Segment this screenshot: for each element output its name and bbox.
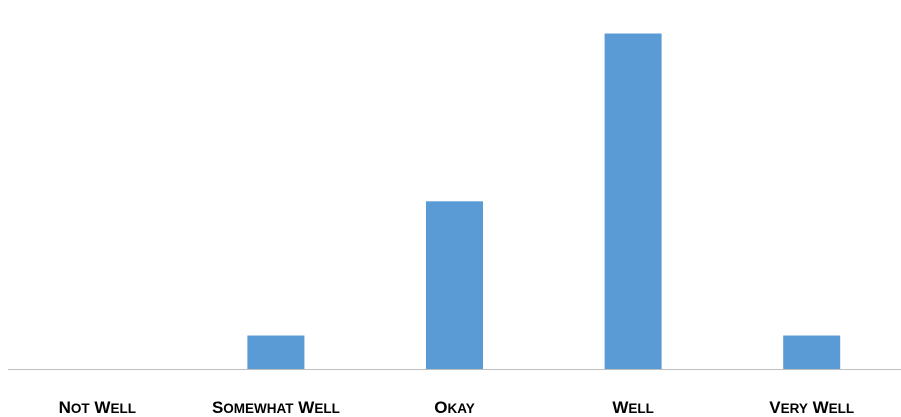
x-tick-label: OKAY [434,398,475,417]
bar-somewhat-well [247,335,305,369]
x-tick-label: NOT WELL [59,398,136,417]
bar-well [604,33,662,369]
x-tick-label: SOMEWHAT WELL [212,398,340,417]
bar-okay [426,201,483,369]
x-tick-label: VERY WELL [769,398,854,417]
bar-very-well [783,335,841,369]
bars-group [247,33,841,369]
x-tick-label: WELL [612,398,654,417]
x-tick-labels: NOT WELL SOMEWHAT WELL OKAY WELL VERY WELL [59,398,855,417]
